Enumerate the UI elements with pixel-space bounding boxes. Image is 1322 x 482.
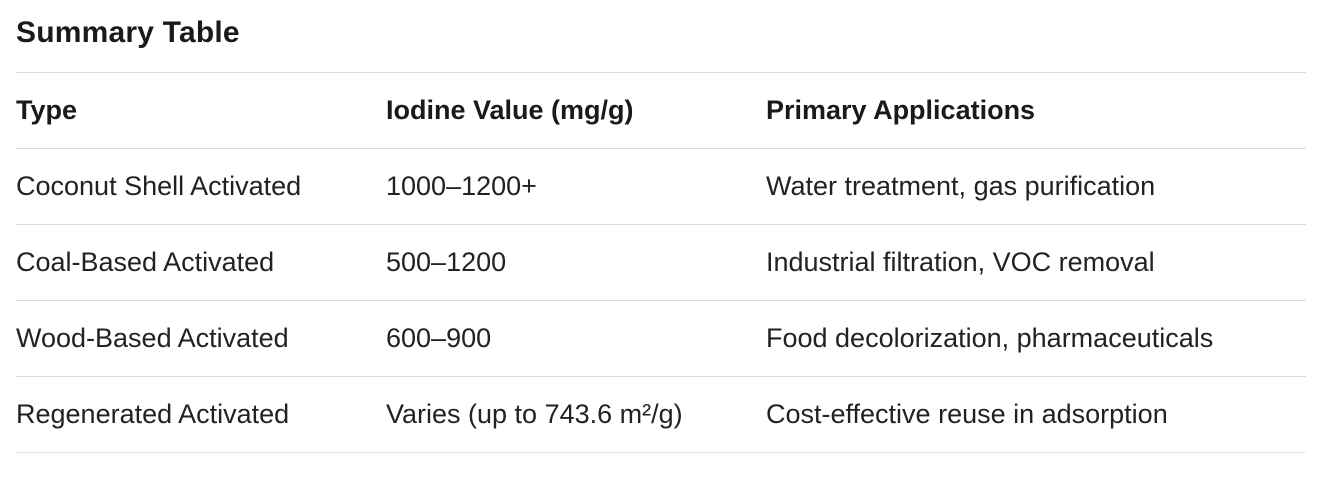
cell-iodine-value: 600–900 [386, 300, 766, 377]
cell-type: Coconut Shell Activated [16, 148, 386, 225]
summary-table: Type Iodine Value (mg/g) Primary Applica… [16, 72, 1306, 453]
cell-type: Wood-Based Activated [16, 300, 386, 377]
cell-iodine-value: 500–1200 [386, 224, 766, 301]
cell-applications: Food decolorization, pharmaceuticals [766, 300, 1306, 377]
page-title: Summary Table [16, 16, 240, 49]
cell-applications: Cost-effective reuse in adsorption [766, 376, 1306, 453]
cell-type: Regenerated Activated [16, 376, 386, 453]
table-row: Regenerated Activated Varies (up to 743.… [16, 376, 1306, 453]
column-header-iodine-value: Iodine Value (mg/g) [386, 72, 766, 149]
table-row: Coconut Shell Activated 1000–1200+ Water… [16, 148, 1306, 225]
column-header-type: Type [16, 72, 386, 149]
table-row: Coal-Based Activated 500–1200 Industrial… [16, 224, 1306, 301]
cell-applications: Industrial filtration, VOC removal [766, 224, 1306, 301]
cell-iodine-value: Varies (up to 743.6 m²/g) [386, 376, 766, 453]
table-row: Wood-Based Activated 600–900 Food decolo… [16, 300, 1306, 377]
table-header-row: Type Iodine Value (mg/g) Primary Applica… [16, 72, 1306, 149]
cell-type: Coal-Based Activated [16, 224, 386, 301]
cell-iodine-value: 1000–1200+ [386, 148, 766, 225]
column-header-primary-applications: Primary Applications [766, 72, 1306, 149]
cell-applications: Water treatment, gas purification [766, 148, 1306, 225]
